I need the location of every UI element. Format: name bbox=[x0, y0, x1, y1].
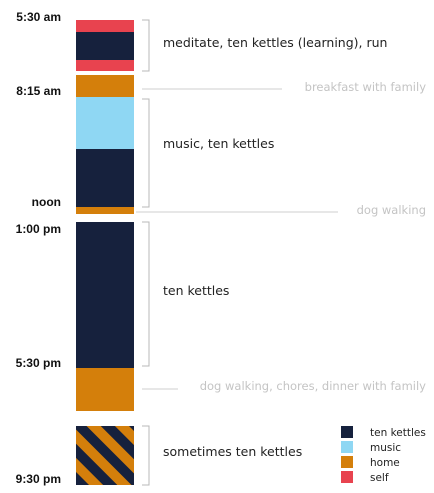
segment-self-morning-start bbox=[76, 20, 134, 32]
legend-label-self: self bbox=[370, 472, 389, 484]
segment-home-evening bbox=[76, 368, 134, 411]
bracket-sometimes bbox=[142, 425, 150, 486]
segment-self-morning-end bbox=[76, 60, 134, 71]
time-label-930pm: 9:30 pm bbox=[16, 472, 61, 486]
schedule-bar bbox=[76, 20, 134, 485]
activity-label-music: music, ten kettles bbox=[163, 136, 274, 151]
bracket-morning bbox=[142, 19, 150, 72]
segment-home-breakfast bbox=[76, 75, 134, 97]
time-label-815am: 8:15 am bbox=[16, 84, 61, 98]
time-label-noon: noon bbox=[32, 195, 61, 209]
legend: ten kettles music home self bbox=[341, 426, 426, 484]
aside-label-breakfast: breakfast with family bbox=[305, 80, 427, 94]
segment-ten-kettles-afternoon bbox=[76, 222, 134, 368]
segment-sometimes-striped bbox=[76, 426, 134, 485]
activity-label-ten-kettles: ten kettles bbox=[163, 283, 229, 298]
aside-label-evening: dog walking, chores, dinner with family bbox=[200, 379, 426, 393]
legend-label-ten-kettles: ten kettles bbox=[370, 427, 426, 439]
activity-label-sometimes: sometimes ten kettles bbox=[163, 444, 302, 459]
legend-swatch-music bbox=[341, 441, 353, 453]
segment-home-dog-walking bbox=[76, 207, 134, 214]
bracket-music bbox=[142, 98, 150, 208]
segment-ten-kettles-morning bbox=[76, 32, 134, 60]
activity-label-meditate: meditate, ten kettles (learning), run bbox=[163, 35, 387, 50]
time-label-530am: 5:30 am bbox=[16, 10, 61, 24]
aside-label-dog-walking: dog walking bbox=[357, 203, 426, 217]
legend-swatch-ten-kettles bbox=[341, 426, 353, 438]
bracket-ten-kettles bbox=[142, 221, 150, 367]
time-label-530pm: 5:30 pm bbox=[16, 356, 61, 370]
legend-label-music: music bbox=[370, 442, 401, 454]
segment-music bbox=[76, 97, 134, 149]
legend-swatch-home bbox=[341, 456, 353, 468]
segment-ten-kettles-late-morning bbox=[76, 149, 134, 207]
legend-label-home: home bbox=[370, 457, 400, 469]
time-label-100pm: 1:00 pm bbox=[16, 222, 61, 236]
legend-swatch-self bbox=[341, 471, 353, 483]
